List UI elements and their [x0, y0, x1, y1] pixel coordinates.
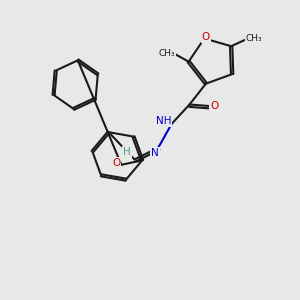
Text: O: O: [202, 32, 210, 42]
Text: O: O: [210, 101, 218, 111]
Text: H: H: [123, 147, 131, 157]
Text: NH: NH: [156, 116, 171, 126]
Text: O: O: [112, 158, 120, 168]
Text: CH₃: CH₃: [246, 34, 262, 43]
Text: CH₃: CH₃: [159, 49, 175, 58]
Text: N: N: [152, 148, 159, 158]
